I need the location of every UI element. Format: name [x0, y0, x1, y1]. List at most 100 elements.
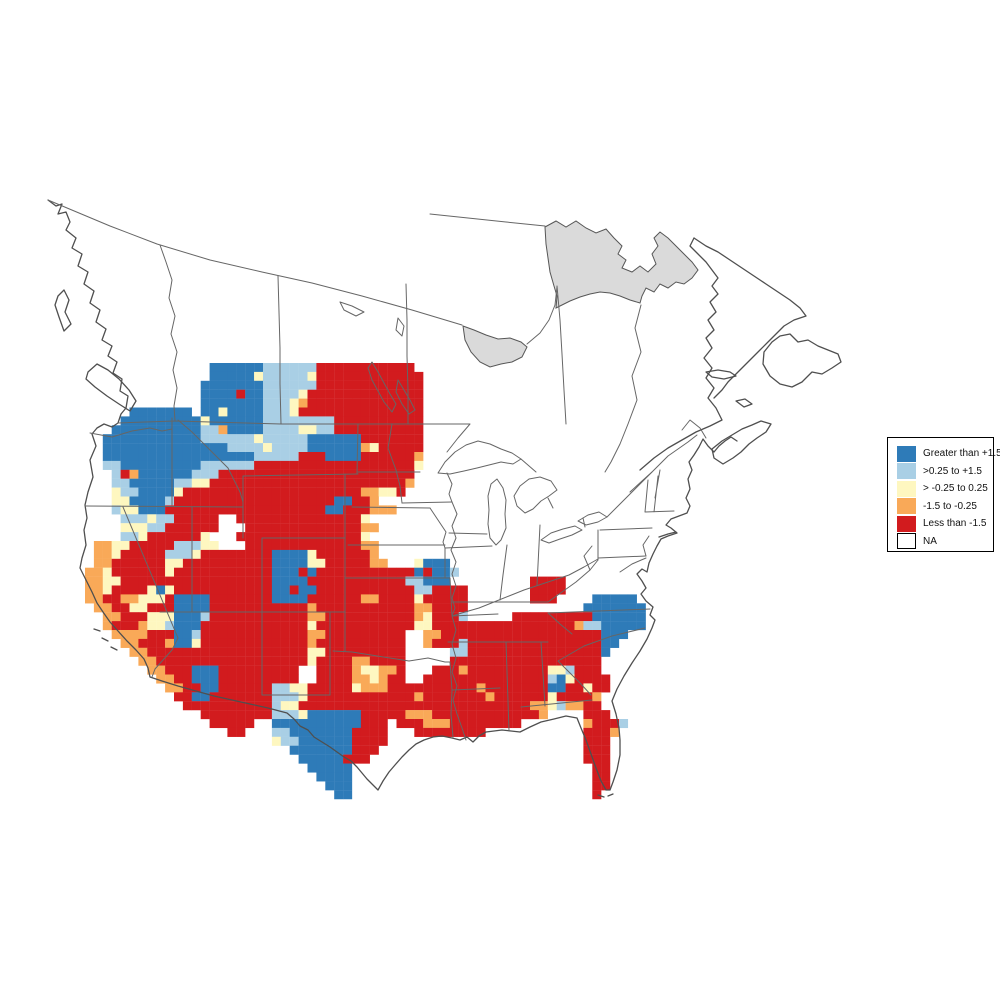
grid-cell — [218, 478, 228, 488]
grid-cell — [441, 665, 451, 675]
grid-cell — [441, 727, 451, 737]
grid-cell — [369, 621, 379, 631]
grid-cell — [467, 665, 477, 675]
grid-cell — [369, 452, 379, 462]
grid-cell — [360, 754, 370, 764]
grid-cell — [396, 701, 406, 711]
grid-cell — [343, 505, 353, 515]
grid-cell — [245, 692, 255, 702]
grid-cell — [360, 576, 370, 586]
grid-cell — [254, 469, 264, 479]
grid-cell — [441, 621, 451, 631]
grid-cell — [156, 612, 166, 622]
grid-cell — [521, 647, 531, 657]
grid-cell — [191, 434, 201, 444]
grid-cell — [298, 371, 308, 381]
grid-cell — [414, 683, 424, 693]
grid-cell — [120, 558, 130, 568]
grid-cell — [619, 603, 629, 613]
grid-cell — [494, 701, 504, 711]
grid-cell — [209, 460, 219, 470]
grid-cell — [343, 630, 353, 640]
grid-cell — [503, 665, 513, 675]
grid-cell — [369, 416, 379, 426]
grid-cell — [494, 665, 504, 675]
grid-cell — [182, 452, 192, 462]
grid-cell — [360, 407, 370, 417]
grid-cell — [182, 532, 192, 542]
grid-cell — [343, 701, 353, 711]
grid-cell — [574, 638, 584, 648]
grid-cell — [432, 710, 442, 720]
grid-cell — [352, 452, 362, 462]
grid-cell — [156, 460, 166, 470]
grid-cell — [405, 380, 415, 390]
grid-cell — [485, 630, 495, 640]
grid-cell — [334, 674, 344, 684]
grid-cell — [565, 683, 575, 693]
grid-cell — [174, 452, 184, 462]
grid-cell — [191, 576, 201, 586]
grid-cell — [352, 407, 362, 417]
grid-cell — [307, 425, 317, 435]
grid-cell — [414, 380, 424, 390]
grid-cell — [165, 496, 175, 506]
grid-cell — [316, 487, 326, 497]
lake-winnipeg — [462, 325, 528, 368]
grid-cell — [538, 647, 548, 657]
grid-cell — [298, 443, 308, 453]
grid-cell — [156, 469, 166, 479]
grid-cell — [307, 452, 317, 462]
grid-cell — [334, 692, 344, 702]
grid-cell — [289, 452, 299, 462]
grid-cell — [316, 683, 326, 693]
grid-cell — [352, 487, 362, 497]
grid-cell — [334, 389, 344, 399]
grid-cell — [307, 363, 317, 373]
grid-cell — [414, 692, 424, 702]
grid-cell — [343, 363, 353, 373]
grid-cell — [352, 514, 362, 524]
grid-cell — [423, 638, 433, 648]
grid-cell — [423, 567, 433, 577]
grid-cell — [120, 514, 130, 524]
grid-cell — [218, 710, 228, 720]
grid-cell — [307, 692, 317, 702]
grid-cell — [129, 416, 139, 426]
grid-cell — [405, 585, 415, 595]
grid-cell — [280, 380, 290, 390]
grid-cell — [209, 478, 219, 488]
grid-cell — [441, 701, 451, 711]
grid-cell — [182, 621, 192, 631]
grid-cell — [191, 674, 201, 684]
mn-wi-border — [446, 472, 453, 503]
grid-cell — [209, 692, 219, 702]
grid-cell — [352, 425, 362, 435]
grid-cell — [360, 532, 370, 542]
grid-cell — [547, 630, 557, 640]
grid-cell — [236, 558, 246, 568]
grid-cell — [316, 701, 326, 711]
grid-cell — [592, 647, 602, 657]
grid-cell — [182, 478, 192, 488]
grid-cell — [574, 692, 584, 702]
grid-cell — [530, 594, 540, 604]
grid-cell — [138, 567, 148, 577]
grid-cell — [182, 469, 192, 479]
grid-cell — [227, 434, 237, 444]
grid-cell — [182, 630, 192, 640]
grid-cell — [467, 683, 477, 693]
grid-cell — [610, 727, 620, 737]
grid-cell — [174, 585, 184, 595]
grid-cell — [138, 469, 148, 479]
grid-cell — [227, 478, 237, 488]
grid-cell — [227, 487, 237, 497]
grid-cell — [218, 719, 228, 729]
grid-cell — [574, 701, 584, 711]
grid-cell — [316, 585, 326, 595]
grid-cell — [334, 630, 344, 640]
grid-cell — [280, 487, 290, 497]
grid-cell — [530, 576, 540, 586]
grid-cell — [298, 380, 308, 390]
grid-cell — [165, 585, 175, 595]
